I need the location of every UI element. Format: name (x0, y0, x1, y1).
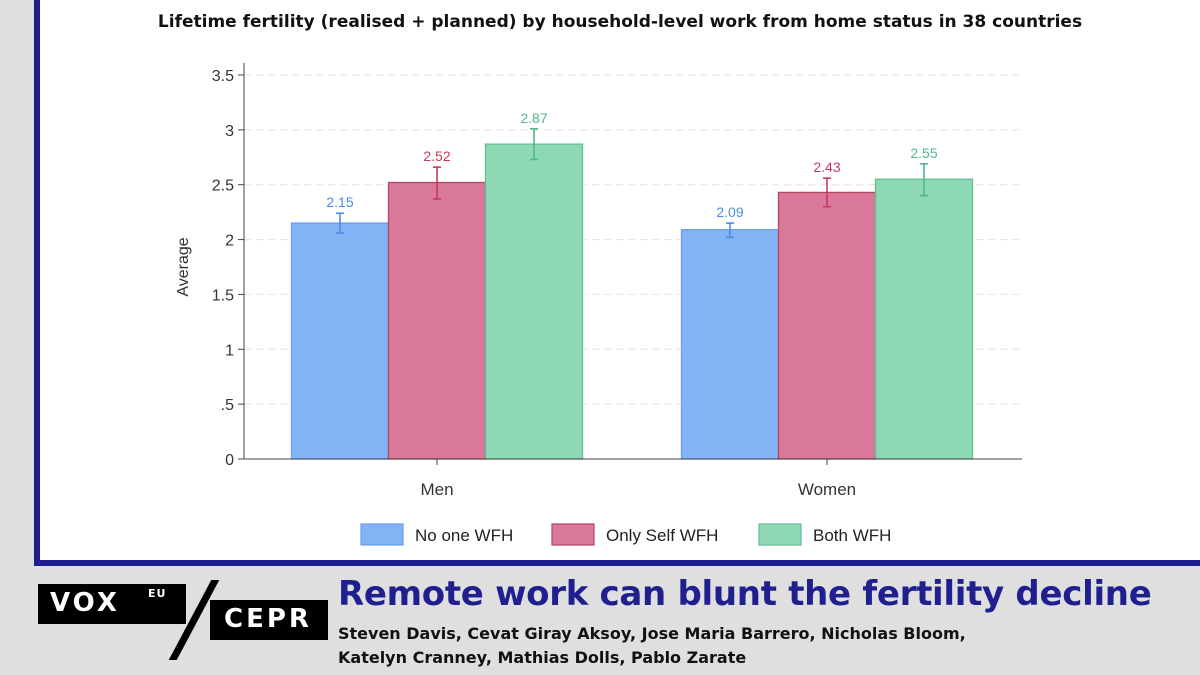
logo-vox-box: VOX EU (38, 584, 186, 624)
bar (290, 222, 390, 460)
y-tick-label: 1.5 (212, 287, 234, 304)
legend-label: No one WFH (415, 526, 513, 545)
authors: Steven Davis, Cevat Giray Aksoy, Jose Ma… (338, 622, 1188, 670)
authors-line-1: Steven Davis, Cevat Giray Aksoy, Jose Ma… (338, 624, 966, 643)
logo-vox-text: VOX (50, 588, 120, 618)
bar (680, 229, 780, 460)
legend-label: Both WFH (813, 526, 891, 545)
y-axis-label: Average (175, 237, 192, 296)
legend-label: Only Self WFH (606, 526, 718, 545)
data-label: 2.43 (813, 159, 840, 175)
y-tick-label: 2.5 (212, 178, 234, 195)
x-category-label: Women (798, 480, 856, 499)
headline: Remote work can blunt the fertility decl… (338, 574, 1152, 614)
y-tick-label: 3 (225, 123, 234, 140)
data-label: 2.52 (423, 148, 450, 164)
chart-title: Lifetime fertility (realised + planned) … (157, 12, 1083, 32)
y-tick-label: 2 (225, 233, 234, 250)
data-label: 2.09 (716, 204, 743, 220)
y-tick-label: .5 (221, 397, 234, 414)
legend-swatch (360, 523, 404, 546)
voxeu-cepr-logo: VOX EU CEPR (38, 580, 328, 660)
frame-left-border (34, 0, 40, 566)
frame-bottom-border (34, 560, 1200, 566)
legend-swatch (758, 523, 802, 546)
bar-chart: 0 .5 1 1.5 2 2.5 3 3.5 Average 2.15 2.52 2.87 Men 2.0… (175, 63, 1022, 546)
y-tick-label: 3.5 (212, 68, 234, 85)
bar (387, 181, 487, 460)
legend-swatch (551, 523, 595, 546)
data-label: 2.55 (910, 145, 937, 161)
bar (777, 191, 877, 460)
logo-cepr-text: CEPR (224, 604, 312, 634)
data-label: 2.87 (520, 110, 547, 126)
data-label: 2.15 (326, 194, 353, 210)
chart-panel (40, 0, 1200, 560)
bar (874, 178, 974, 460)
y-tick-label: 0 (225, 452, 234, 469)
bar (484, 143, 584, 460)
x-category-label: Men (420, 480, 453, 499)
logo-eu-text: EU (148, 587, 167, 600)
logo-cepr-box: CEPR (210, 600, 328, 640)
authors-line-2: Katelyn Cranney, Mathias Dolls, Pablo Za… (338, 648, 747, 667)
y-tick-label: 1 (225, 342, 234, 359)
